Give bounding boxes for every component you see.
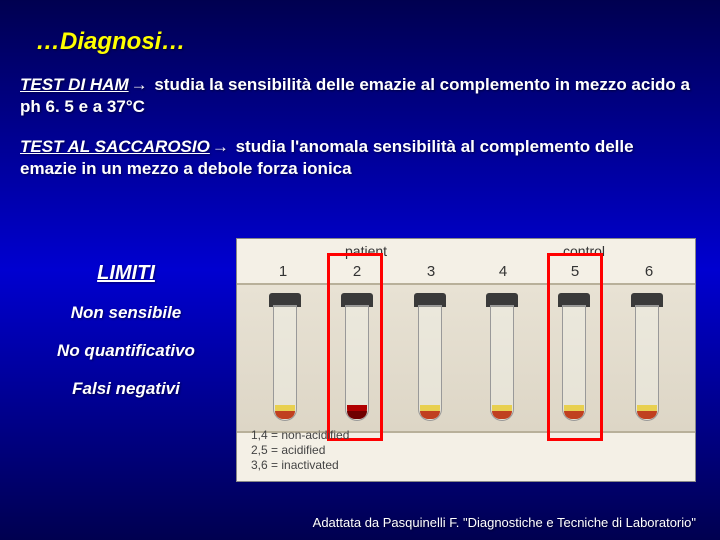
test-saccarosio-block: TEST AL SACCAROSIO→ studia l'anomala sen…	[0, 118, 720, 180]
tube-row	[237, 283, 695, 433]
page-title: …Diagnosi…	[0, 0, 720, 56]
label-patient: patient	[345, 243, 387, 259]
arrow-icon: →	[131, 75, 148, 94]
test-tube	[484, 293, 520, 423]
tube-number: 5	[557, 263, 593, 280]
legend-line: 2,5 = acidified	[251, 443, 349, 458]
limits-title: LIMITI	[36, 262, 216, 285]
test-ham-name: TEST DI HAM	[20, 75, 129, 94]
legend-line: 3,6 = inactivated	[251, 458, 349, 473]
tube-number: 6	[631, 263, 667, 280]
tube-number: 1	[265, 263, 301, 280]
test-saccarosio-name: TEST AL SACCAROSIO	[20, 137, 210, 156]
limits-block: LIMITI Non sensibile No quantificativo F…	[36, 262, 216, 417]
citation: Adattata da Pasquinelli F. "Diagnostiche…	[313, 515, 696, 530]
arrow-icon: →	[212, 137, 229, 156]
test-tube	[556, 293, 592, 423]
legend-line: 1,4 = non-acidified	[251, 428, 349, 443]
tube-number: 4	[485, 263, 521, 280]
figure-panel: patient control 1 2 3 4 5 6 1,4 = non-ac…	[236, 238, 696, 482]
tube-number: 3	[413, 263, 449, 280]
test-ham-block: TEST DI HAM→ studia la sensibilità delle…	[0, 56, 720, 118]
test-tube	[267, 293, 303, 423]
test-tube	[339, 293, 375, 423]
test-tube	[412, 293, 448, 423]
tube-number: 2	[339, 263, 375, 280]
limits-item: Non sensibile	[36, 303, 216, 323]
limits-item: No quantificativo	[36, 341, 216, 361]
limits-item: Falsi negativi	[36, 379, 216, 399]
label-control: control	[563, 243, 605, 259]
figure-legend: 1,4 = non-acidified 2,5 = acidified 3,6 …	[251, 428, 349, 473]
test-tube	[629, 293, 665, 423]
